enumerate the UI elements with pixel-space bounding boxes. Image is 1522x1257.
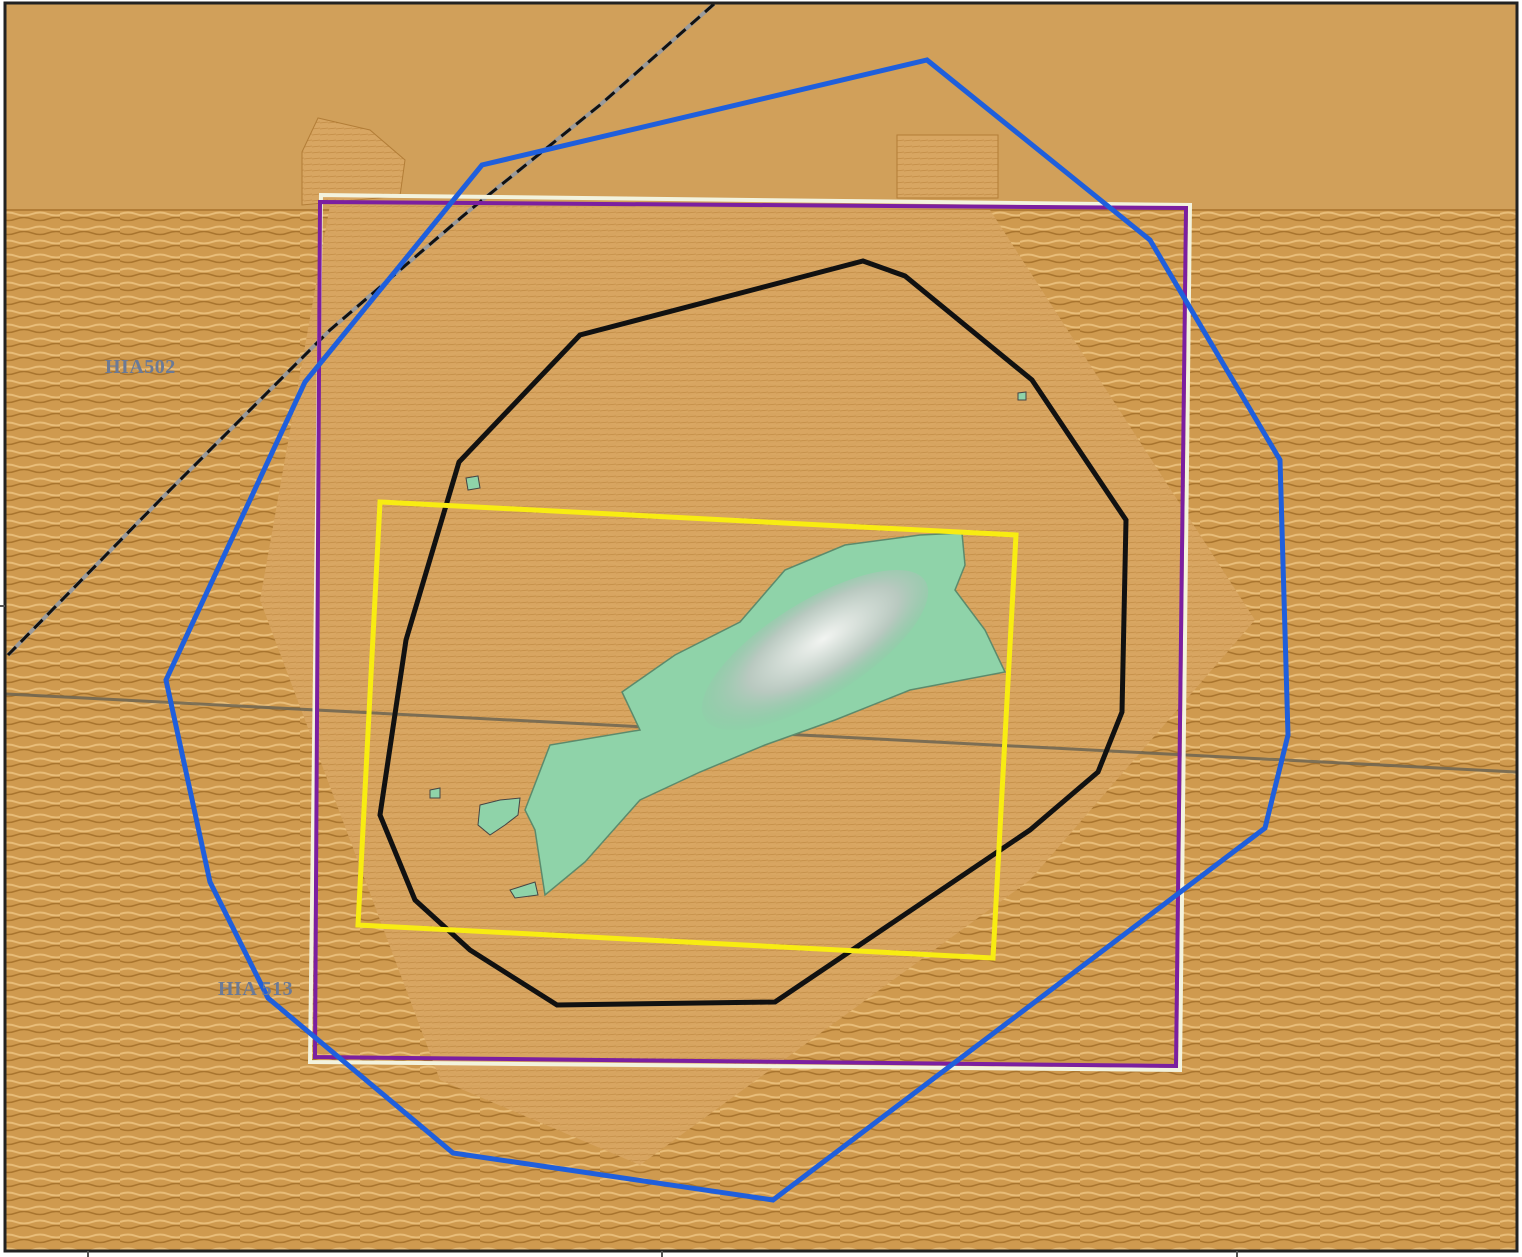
area-label-hia513: HIA 513 <box>218 978 294 1000</box>
islet <box>477 797 521 836</box>
map-border <box>3 1 1519 1253</box>
survey-patch-left <box>301 117 406 206</box>
black-boundary <box>377 258 1129 1008</box>
cable-route-dashes <box>6 2 715 657</box>
upper-smooth-zone <box>6 4 1516 210</box>
islet <box>509 881 539 899</box>
yellow-boundary <box>355 499 1019 961</box>
area-label-hia502: HIA502 <box>105 356 176 378</box>
blue-boundary <box>163 57 1291 1203</box>
islet <box>465 475 481 491</box>
purple-boundary <box>312 199 1189 1069</box>
survey-patch-right <box>896 134 999 199</box>
shoal-ridge <box>701 569 929 731</box>
white-boundary <box>307 192 1193 1073</box>
islet <box>429 787 441 799</box>
islet <box>1017 391 1027 401</box>
